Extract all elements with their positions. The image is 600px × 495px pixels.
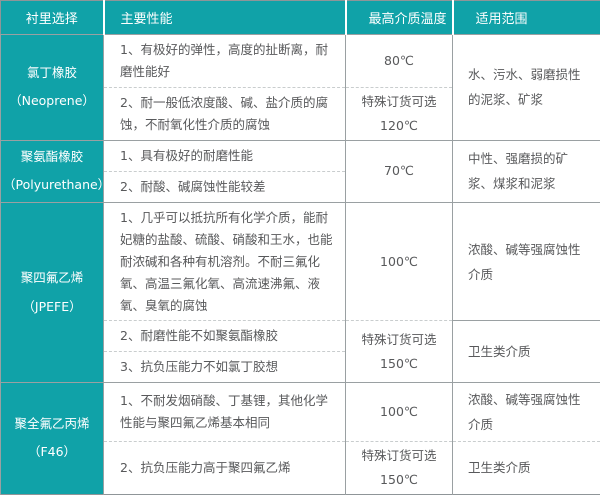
material-name-en: （Polyurethane） <box>3 171 101 200</box>
material-name: 聚氨酯橡胶 <box>3 143 101 172</box>
material-name: 氯丁橡胶 <box>3 59 101 88</box>
performance-cell: 1、具有极好的耐磨性能 <box>104 140 346 171</box>
column-header-scope: 适用范围 <box>453 1 600 35</box>
scope-cell: 浓酸、碱等强腐蚀性介质 <box>453 203 600 321</box>
table-header: 衬里选择 主要性能 最高介质温度 适用范围 <box>1 1 600 35</box>
scope-cell: 水、污水、弱磨损性的泥浆、矿浆 <box>453 35 600 141</box>
performance-cell: 2、抗负压能力高于聚四氟乙烯 <box>104 442 346 495</box>
material-name: 聚四氟乙烯 <box>3 264 101 293</box>
table-row: 聚全氟乙丙烯 （F46） 1、不耐发烟硝酸、丁基锂，其他化学性能与聚四氟乙烯基本… <box>1 383 600 442</box>
scope-cell: 卫生类介质 <box>453 442 600 495</box>
performance-cell: 2、耐一般低浓度酸、碱、盐介质的腐蚀，不耐氧化性介质的腐蚀 <box>104 87 346 140</box>
material-cell-f46: 聚全氟乙丙烯 （F46） <box>1 383 104 495</box>
temperature-cell: 特殊订货可选 150℃ <box>346 442 453 495</box>
scope-cell: 中性、强磨损的矿浆、煤浆和泥浆 <box>453 140 600 203</box>
material-cell-polyurethane: 聚氨酯橡胶 （Polyurethane） <box>1 140 104 203</box>
table-row: 氯丁橡胶 （Neoprene） 1、有极好的弹性，高度的扯断离，耐磨性能好 80… <box>1 35 600 88</box>
performance-cell: 3、抗负压能力不如氯丁胶想 <box>104 352 346 383</box>
scope-cell: 卫生类介质 <box>453 321 600 383</box>
scope-cell: 浓酸、碱等强腐蚀性介质 <box>453 383 600 442</box>
performance-cell: 2、耐磨性能不如聚氨酯橡胶 <box>104 321 346 352</box>
table-row: 聚氨酯橡胶 （Polyurethane） 1、具有极好的耐磨性能 70℃ 中性、… <box>1 140 600 171</box>
performance-cell: 1、不耐发烟硝酸、丁基锂，其他化学性能与聚四氟乙烯基本相同 <box>104 383 346 442</box>
column-header-max-temp: 最高介质温度 <box>346 1 453 35</box>
material-name-en: （JPEFE） <box>3 293 101 322</box>
material-name-en: （F46） <box>3 438 101 467</box>
table-row: 聚四氟乙烯 （JPEFE） 1、几乎可以抵抗所有化学介质，能耐妃糖的盐酸、硫酸、… <box>1 203 600 321</box>
temperature-cell: 100℃ <box>346 383 453 442</box>
performance-cell: 2、耐酸、碱腐蚀性能较差 <box>104 171 346 202</box>
column-header-lining: 衬里选择 <box>1 1 104 35</box>
temperature-cell: 80℃ <box>346 35 453 88</box>
performance-cell: 1、有极好的弹性，高度的扯断离，耐磨性能好 <box>104 35 346 88</box>
column-header-performance: 主要性能 <box>104 1 346 35</box>
material-name: 聚全氟乙丙烯 <box>3 410 101 439</box>
temperature-cell: 100℃ <box>346 203 453 321</box>
temperature-cell: 70℃ <box>346 140 453 203</box>
temperature-cell: 特殊订货可选 150℃ <box>346 321 453 383</box>
temperature-cell: 特殊订货可选 120℃ <box>346 87 453 140</box>
material-name-en: （Neoprene） <box>3 87 101 116</box>
performance-cell: 1、几乎可以抵抗所有化学介质，能耐妃糖的盐酸、硫酸、硝酸和王水，也能耐浓碱和各种… <box>104 203 346 321</box>
material-cell-neoprene: 氯丁橡胶 （Neoprene） <box>1 35 104 141</box>
material-cell-ptfe: 聚四氟乙烯 （JPEFE） <box>1 203 104 383</box>
